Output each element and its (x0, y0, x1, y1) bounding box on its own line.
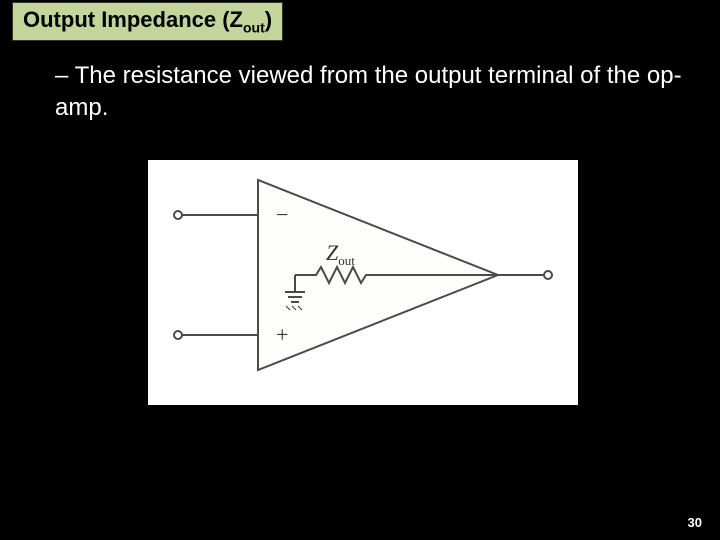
title-subscript: out (243, 19, 265, 35)
bullet-dash: – (55, 62, 75, 89)
circuit-svg: − + Zout (148, 160, 578, 405)
title-suffix: ) (265, 7, 272, 32)
bullet-text: The resistance viewed from the output te… (55, 62, 682, 121)
title-prefix: Output Impedance (Z (23, 7, 243, 32)
minus-label: − (276, 202, 288, 227)
title-text: Output Impedance (Zout) (23, 7, 272, 32)
circuit-diagram: − + Zout (148, 160, 578, 405)
title-box: Output Impedance (Zout) (12, 2, 283, 41)
pos-terminal-icon (174, 331, 182, 339)
page-number: 30 (688, 515, 702, 530)
plus-label: + (276, 322, 288, 347)
bullet-line: – The resistance viewed from the output … (55, 60, 700, 125)
output-terminal-icon (544, 271, 552, 279)
neg-terminal-icon (174, 211, 182, 219)
